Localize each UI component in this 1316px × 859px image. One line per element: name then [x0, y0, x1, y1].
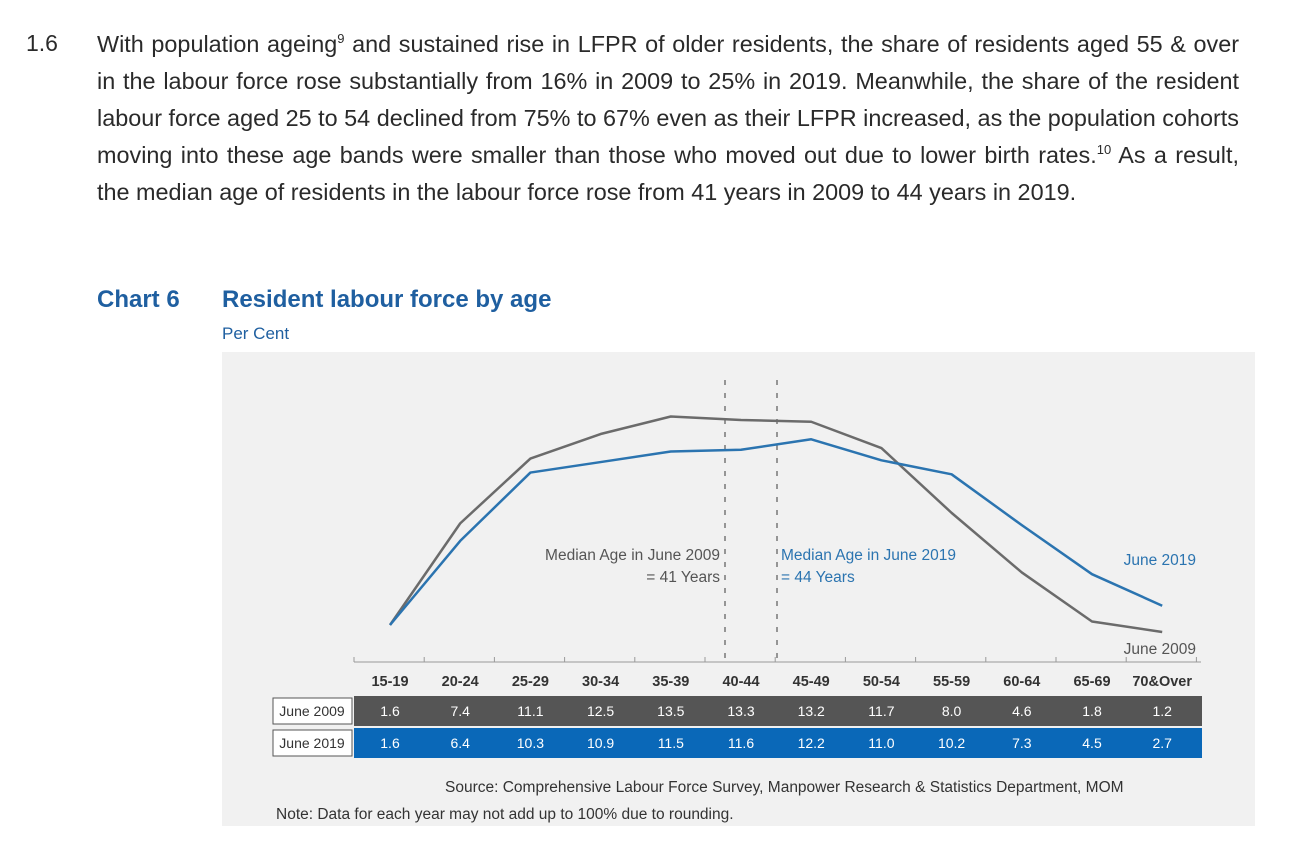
- table-cell-june-2019-8: 10.2: [938, 735, 965, 751]
- median-2019-annotation-line1: Median Age in June 2019: [781, 547, 956, 564]
- chart-label: Chart 6: [97, 286, 180, 313]
- x-tick-label-9: 60-64: [1003, 674, 1040, 690]
- x-tick-label-6: 45-49: [793, 674, 830, 690]
- body-paragraph: With population ageing9 and sustained ri…: [97, 26, 1239, 211]
- paragraph-text-2: and sustained rise in LFPR of older resi…: [97, 31, 1239, 168]
- table-cell-june-2019-3: 10.9: [587, 735, 614, 751]
- table-cell-june-2009-5: 13.3: [727, 703, 754, 719]
- x-tick-label-4: 35-39: [652, 674, 689, 690]
- chart-source: Source: Comprehensive Labour Force Surve…: [445, 779, 1124, 796]
- table-cell-june-2009-6: 13.2: [798, 703, 825, 719]
- table-cell-june-2019-10: 4.5: [1082, 735, 1102, 751]
- x-tick-label-5: 40-44: [722, 674, 759, 690]
- table-cell-june-2019-2: 10.3: [517, 735, 544, 751]
- table-cell-june-2009-1: 7.4: [450, 703, 470, 719]
- table-cell-june-2019-6: 12.2: [798, 735, 825, 751]
- table-cell-june-2009-8: 8.0: [942, 703, 962, 719]
- table-cell-june-2019-5: 11.6: [728, 735, 754, 751]
- paragraph-text-3: As a result, the median age of residents…: [97, 142, 1239, 205]
- x-tick-label-7: 50-54: [863, 674, 900, 690]
- footnote-ref-10[interactable]: 10: [1096, 142, 1112, 158]
- table-cell-june-2009-2: 11.1: [517, 703, 543, 719]
- series-label-june-2019: June 2019: [1124, 552, 1196, 569]
- table-row-header-box-june-2009: [272, 697, 353, 725]
- table-cell-june-2019-1: 6.4: [450, 735, 470, 751]
- x-tick-label-0: 15-19: [371, 674, 408, 690]
- x-tick-label-11: 70&Over: [1132, 674, 1192, 690]
- median-2019-annotation-line2: = 44 Years: [781, 569, 855, 586]
- table-cell-june-2009-11: 1.2: [1152, 703, 1172, 719]
- chart-title: Resident labour force by age: [222, 286, 552, 313]
- table-cell-june-2019-9: 7.3: [1012, 735, 1032, 751]
- median-2009-annotation-line1: Median Age in June 2009: [545, 547, 720, 564]
- paragraph-number: 1.6: [26, 30, 58, 56]
- x-tick-label-10: 65-69: [1073, 674, 1110, 690]
- footnote-ref-9[interactable]: 9: [337, 31, 345, 47]
- table-cell-june-2009-3: 12.5: [587, 703, 614, 719]
- table-cell-june-2009-4: 13.5: [657, 703, 684, 719]
- table-cell-june-2009-10: 1.8: [1082, 703, 1102, 719]
- series-line-june-2019: [389, 438, 1163, 626]
- x-tick-label-2: 25-29: [512, 674, 549, 690]
- chart-unit: Per Cent: [222, 324, 290, 343]
- table-row-header-box-june-2019: [272, 729, 353, 757]
- x-tick-label-3: 30-34: [582, 674, 619, 690]
- table-cell-june-2019-11: 2.7: [1152, 735, 1172, 751]
- table-cell-june-2009-0: 1.6: [380, 703, 400, 719]
- x-tick-label-8: 55-59: [933, 674, 970, 690]
- table-cell-june-2009-7: 11.7: [868, 703, 894, 719]
- table-cell-june-2019-0: 1.6: [380, 735, 400, 751]
- table-cell-june-2019-7: 11.0: [868, 735, 894, 751]
- table-cell-june-2019-4: 11.5: [658, 735, 684, 751]
- table-row-bg-june-2009: [354, 696, 1202, 726]
- series-label-june-2009: June 2009: [1124, 641, 1196, 658]
- paragraph-text-1: With population ageing: [97, 31, 338, 57]
- x-tick-label-1: 20-24: [442, 674, 479, 690]
- table-row-header-june-2019: June 2019: [279, 735, 345, 751]
- table-row-header-june-2009: June 2009: [279, 703, 345, 719]
- chart-note: Note: Data for each year may not add up …: [276, 806, 734, 823]
- table-row-bg-june-2019: [354, 728, 1202, 758]
- median-2009-annotation-line2: = 41 Years: [646, 569, 720, 586]
- series-line-june-2009: [388, 415, 1163, 634]
- table-cell-june-2009-9: 4.6: [1012, 703, 1032, 719]
